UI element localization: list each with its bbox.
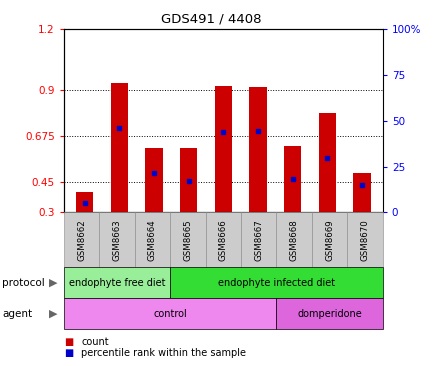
Text: GSM8662: GSM8662 <box>77 219 86 261</box>
Text: ▶: ▶ <box>48 309 57 319</box>
Bar <box>249 87 267 212</box>
Text: GSM8668: GSM8668 <box>290 219 299 261</box>
Text: GSM8670: GSM8670 <box>360 219 370 261</box>
Text: control: control <box>153 309 187 319</box>
Text: endophyte infected diet: endophyte infected diet <box>218 278 335 288</box>
Text: count: count <box>81 337 109 347</box>
Text: GSM8663: GSM8663 <box>113 219 121 261</box>
Text: ■: ■ <box>64 348 73 358</box>
Text: GSM8669: GSM8669 <box>325 219 334 261</box>
Text: GSM8667: GSM8667 <box>254 219 263 261</box>
Text: ▶: ▶ <box>48 278 57 288</box>
Text: percentile rank within the sample: percentile rank within the sample <box>81 348 246 358</box>
Bar <box>180 148 197 212</box>
Text: protocol: protocol <box>2 278 45 288</box>
Text: endophyte free diet: endophyte free diet <box>69 278 165 288</box>
Bar <box>215 86 232 212</box>
Bar <box>284 146 301 212</box>
Text: GDS491 / 4408: GDS491 / 4408 <box>161 13 261 26</box>
Text: ■: ■ <box>64 337 73 347</box>
Bar <box>76 192 93 212</box>
Text: domperidone: domperidone <box>297 309 362 319</box>
Text: GSM8666: GSM8666 <box>219 219 228 261</box>
Bar <box>110 83 128 212</box>
Bar <box>353 173 370 212</box>
Text: GSM8665: GSM8665 <box>183 219 192 261</box>
Bar <box>145 148 163 212</box>
Text: GSM8664: GSM8664 <box>148 219 157 261</box>
Bar <box>319 113 336 212</box>
Text: agent: agent <box>2 309 32 319</box>
